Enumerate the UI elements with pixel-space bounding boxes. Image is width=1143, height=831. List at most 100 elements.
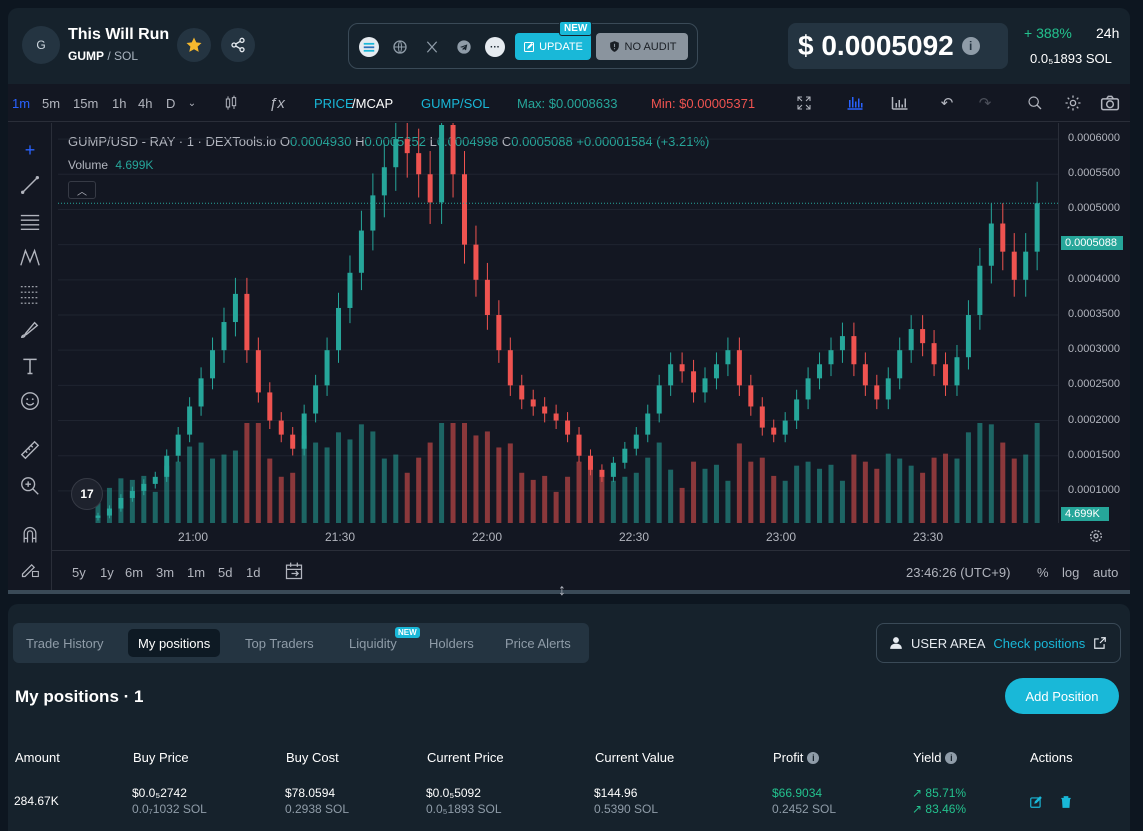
tab-my-positions[interactable]: My positions	[128, 629, 221, 657]
range-1y[interactable]: 1y	[100, 565, 114, 580]
user-area[interactable]: USER AREA Check positions	[876, 623, 1121, 663]
pair-toggle[interactable]: GUMP/SOL	[421, 96, 490, 111]
log-toggle[interactable]: log	[1062, 565, 1080, 580]
row-current-price-sol: 0.0₅1893 SOL	[426, 802, 502, 816]
volume-bar	[599, 475, 605, 523]
zoom-in-icon[interactable]	[18, 474, 42, 498]
range-5d[interactable]: 5d	[218, 565, 233, 580]
range-5y[interactable]: 5y	[72, 565, 86, 580]
row-buy-cost-sol: 0.2938 SOL	[285, 802, 350, 816]
volume-bar	[210, 458, 216, 523]
volume-bar	[668, 469, 674, 523]
time-axis[interactable]: 21:00 21:30 22:00 22:30 23:00 23:30	[58, 524, 1058, 550]
candle	[645, 413, 651, 435]
trend-line-icon[interactable]	[18, 173, 42, 197]
tab-liquidity[interactable]: Liquidity	[349, 635, 397, 651]
resize-handle-icon[interactable]: ↕	[558, 582, 566, 599]
camera-icon[interactable]	[1100, 93, 1120, 113]
lock-drawings-icon[interactable]	[18, 557, 42, 581]
indicators-icon[interactable]: ƒx	[269, 94, 285, 112]
brush-icon[interactable]	[18, 318, 42, 342]
timeframe-5m[interactable]: 5m	[42, 96, 61, 111]
redo-icon[interactable]: ↷	[978, 95, 992, 112]
collapse-legend-button[interactable]: ︿	[68, 181, 96, 199]
range-3m[interactable]: 3m	[156, 565, 175, 580]
undo-icon[interactable]: ↶	[940, 95, 954, 112]
favorite-button[interactable]	[177, 28, 211, 62]
check-positions-link[interactable]: Check positions	[993, 635, 1086, 651]
horizontal-lines-icon[interactable]	[18, 210, 42, 234]
axis-settings-icon[interactable]	[1088, 528, 1104, 549]
settings-icon[interactable]	[1063, 93, 1083, 113]
price-axis[interactable]: 0.0001000 0.0001500 0.0002000 0.0002500 0.00…	[1058, 123, 1130, 523]
percent-toggle[interactable]: %	[1037, 565, 1049, 580]
calendar-icon[interactable]	[284, 561, 304, 584]
chart-clock: 23:46:26 (UTC+9)	[906, 565, 1011, 580]
trash-icon[interactable]	[1058, 794, 1074, 810]
volume-bar	[794, 465, 800, 523]
profit-info-icon[interactable]: i	[807, 751, 820, 764]
more-icon[interactable]: ···	[485, 37, 505, 57]
candle	[381, 167, 387, 196]
volume-bar	[255, 423, 261, 523]
candle	[839, 336, 845, 351]
tab-trade-history[interactable]: Trade History	[26, 635, 104, 651]
info-icon[interactable]: i	[961, 37, 980, 55]
chevron-down-icon[interactable]: ⌄	[187, 97, 197, 109]
volume-bar	[1011, 458, 1017, 523]
x-twitter-icon[interactable]	[422, 37, 442, 57]
y-tick-label: 0.0004000	[1068, 272, 1120, 285]
tab-top-traders[interactable]: Top Traders	[245, 635, 314, 651]
volume-bar	[908, 465, 914, 523]
pattern-icon[interactable]	[18, 246, 42, 270]
crosshair-icon[interactable]: +	[24, 139, 36, 160]
exchange-icon[interactable]	[359, 37, 379, 57]
emoji-icon[interactable]	[18, 389, 42, 413]
volume-bar	[232, 450, 238, 523]
timeframe-d[interactable]: D	[166, 96, 176, 111]
timeframe-15m[interactable]: 15m	[73, 96, 99, 111]
telegram-icon[interactable]	[454, 37, 474, 57]
ruler-icon[interactable]	[18, 438, 42, 462]
user-area-label: USER AREA	[911, 635, 986, 651]
volume-chart-icon[interactable]	[890, 93, 910, 113]
price-plot[interactable]	[58, 123, 1058, 523]
candles-icon[interactable]	[221, 93, 241, 113]
fib-icon[interactable]	[18, 282, 42, 306]
price-toggle[interactable]: PRICE	[314, 96, 354, 111]
update-button[interactable]: UPDATE	[515, 33, 591, 60]
mcap-toggle[interactable]: /MCAP	[352, 96, 394, 111]
volume-bar	[301, 435, 307, 523]
edit-position-icon[interactable]	[1028, 794, 1044, 810]
zoom-reset-icon[interactable]	[1025, 93, 1045, 113]
text-icon[interactable]	[18, 354, 42, 378]
timeframe-1h[interactable]: 1h	[112, 96, 127, 111]
globe-icon[interactable]	[390, 37, 410, 57]
timeframe-1m[interactable]: 1m	[12, 96, 31, 111]
external-link-icon[interactable]	[1093, 636, 1107, 650]
bar-chart-icon[interactable]	[845, 93, 865, 113]
yield-info-icon[interactable]: i	[945, 751, 958, 764]
auto-toggle[interactable]: auto	[1093, 565, 1119, 580]
y-tick-label: 0.0003000	[1068, 343, 1120, 356]
tab-price-alerts[interactable]: Price Alerts	[505, 635, 571, 651]
add-position-button[interactable]: Add Position	[1005, 678, 1119, 714]
timeframe-4h[interactable]: 4h	[138, 96, 153, 111]
panel-tabs: Trade History My positions Top Traders L…	[13, 623, 589, 663]
range-6m[interactable]: 6m	[125, 565, 144, 580]
range-1d[interactable]: 1d	[246, 565, 261, 580]
candle	[347, 272, 353, 308]
magnet-icon[interactable]	[18, 523, 42, 547]
star-icon	[186, 37, 202, 52]
audit-button[interactable]: NO AUDIT	[596, 33, 688, 60]
share-button[interactable]	[221, 28, 255, 62]
volume-bar	[187, 446, 193, 523]
fullscreen-icon[interactable]	[794, 93, 814, 113]
volume-bar	[782, 480, 788, 523]
tab-holders[interactable]: Holders	[429, 635, 474, 651]
volume-bar	[450, 423, 456, 523]
range-1m[interactable]: 1m	[187, 565, 206, 580]
panel-resizer[interactable]	[8, 590, 1130, 594]
volume-bar	[461, 423, 467, 523]
tradingview-logo[interactable]: 17	[71, 478, 103, 510]
